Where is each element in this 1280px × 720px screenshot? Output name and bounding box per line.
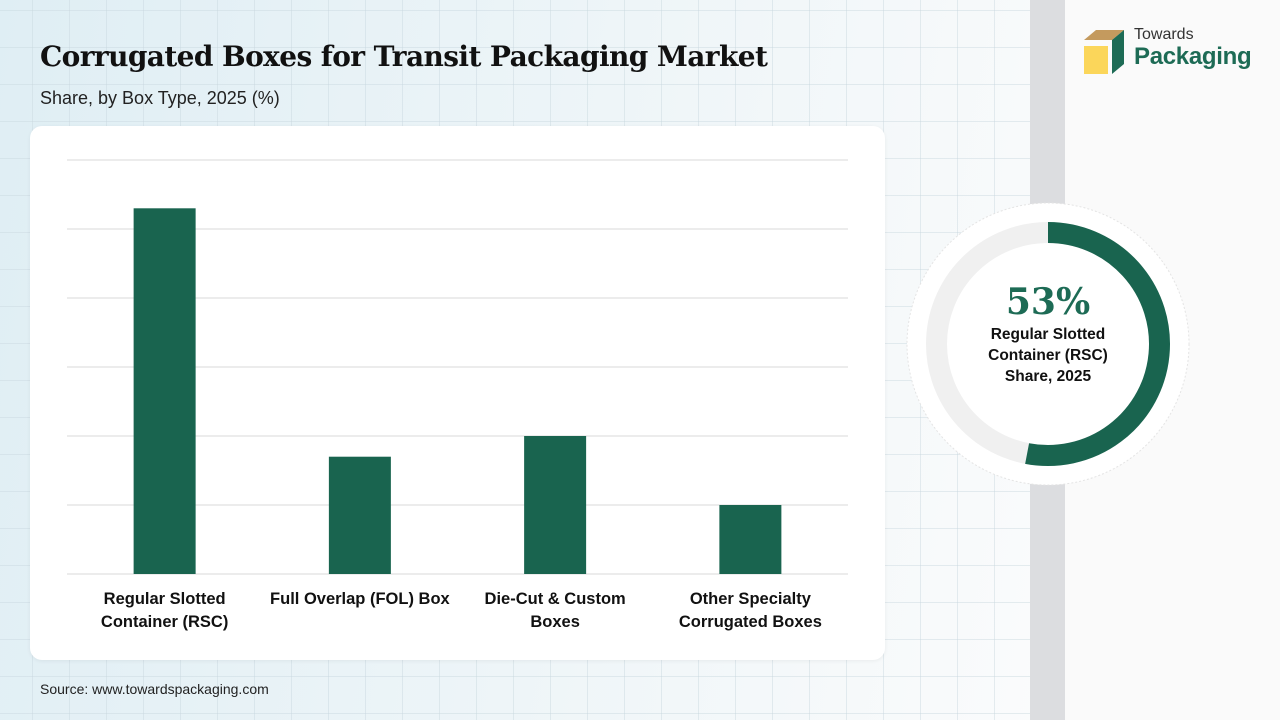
bar [524, 436, 587, 574]
x-tick-label: Container (RSC) [101, 613, 228, 631]
brand-name-line2: Packaging [1134, 43, 1252, 70]
x-tick-label: Boxes [530, 613, 580, 631]
donut-halo [906, 202, 1190, 486]
chart-title: Corrugated Boxes for Transit Packaging M… [40, 40, 768, 73]
share-donut [906, 202, 1190, 486]
donut-center-label: 53% Regular Slotted Container (RSC) Shar… [966, 280, 1130, 387]
donut-label-line3: Share, 2025 [1004, 368, 1092, 385]
bar-chart: Regular Slotted Container (RSC) Full Overl… [67, 159, 848, 631]
chart-card: Regular Slotted Container (RSC) Full Overl… [30, 126, 885, 660]
x-tick-label: Regular Slotted [104, 590, 226, 608]
donut-label-line1: Regular Slotted [990, 326, 1106, 343]
brand-logo: Towards Packaging [1082, 26, 1262, 78]
brand-name-line1: Towards [1134, 26, 1194, 43]
chart-subtitle: Share, by Box Type, 2025 (%) [40, 88, 280, 108]
x-tick-label: Die-Cut & Custom [485, 590, 626, 608]
donut-label-line2: Container (RSC) [988, 347, 1108, 364]
x-tick-label: Other Specialty [690, 590, 812, 608]
donut-share-arc [1025, 222, 1170, 466]
donut-percent: 53% [1005, 281, 1091, 323]
bar [328, 456, 391, 574]
x-tick-label: Full Overlap (FOL) Box [270, 590, 451, 608]
x-tick-label: Corrugated Boxes [679, 613, 822, 631]
bar [719, 505, 782, 574]
source-note: Source: www.towardspackaging.com [40, 681, 269, 697]
box-logo-icon [1084, 30, 1124, 74]
bar [133, 208, 196, 575]
